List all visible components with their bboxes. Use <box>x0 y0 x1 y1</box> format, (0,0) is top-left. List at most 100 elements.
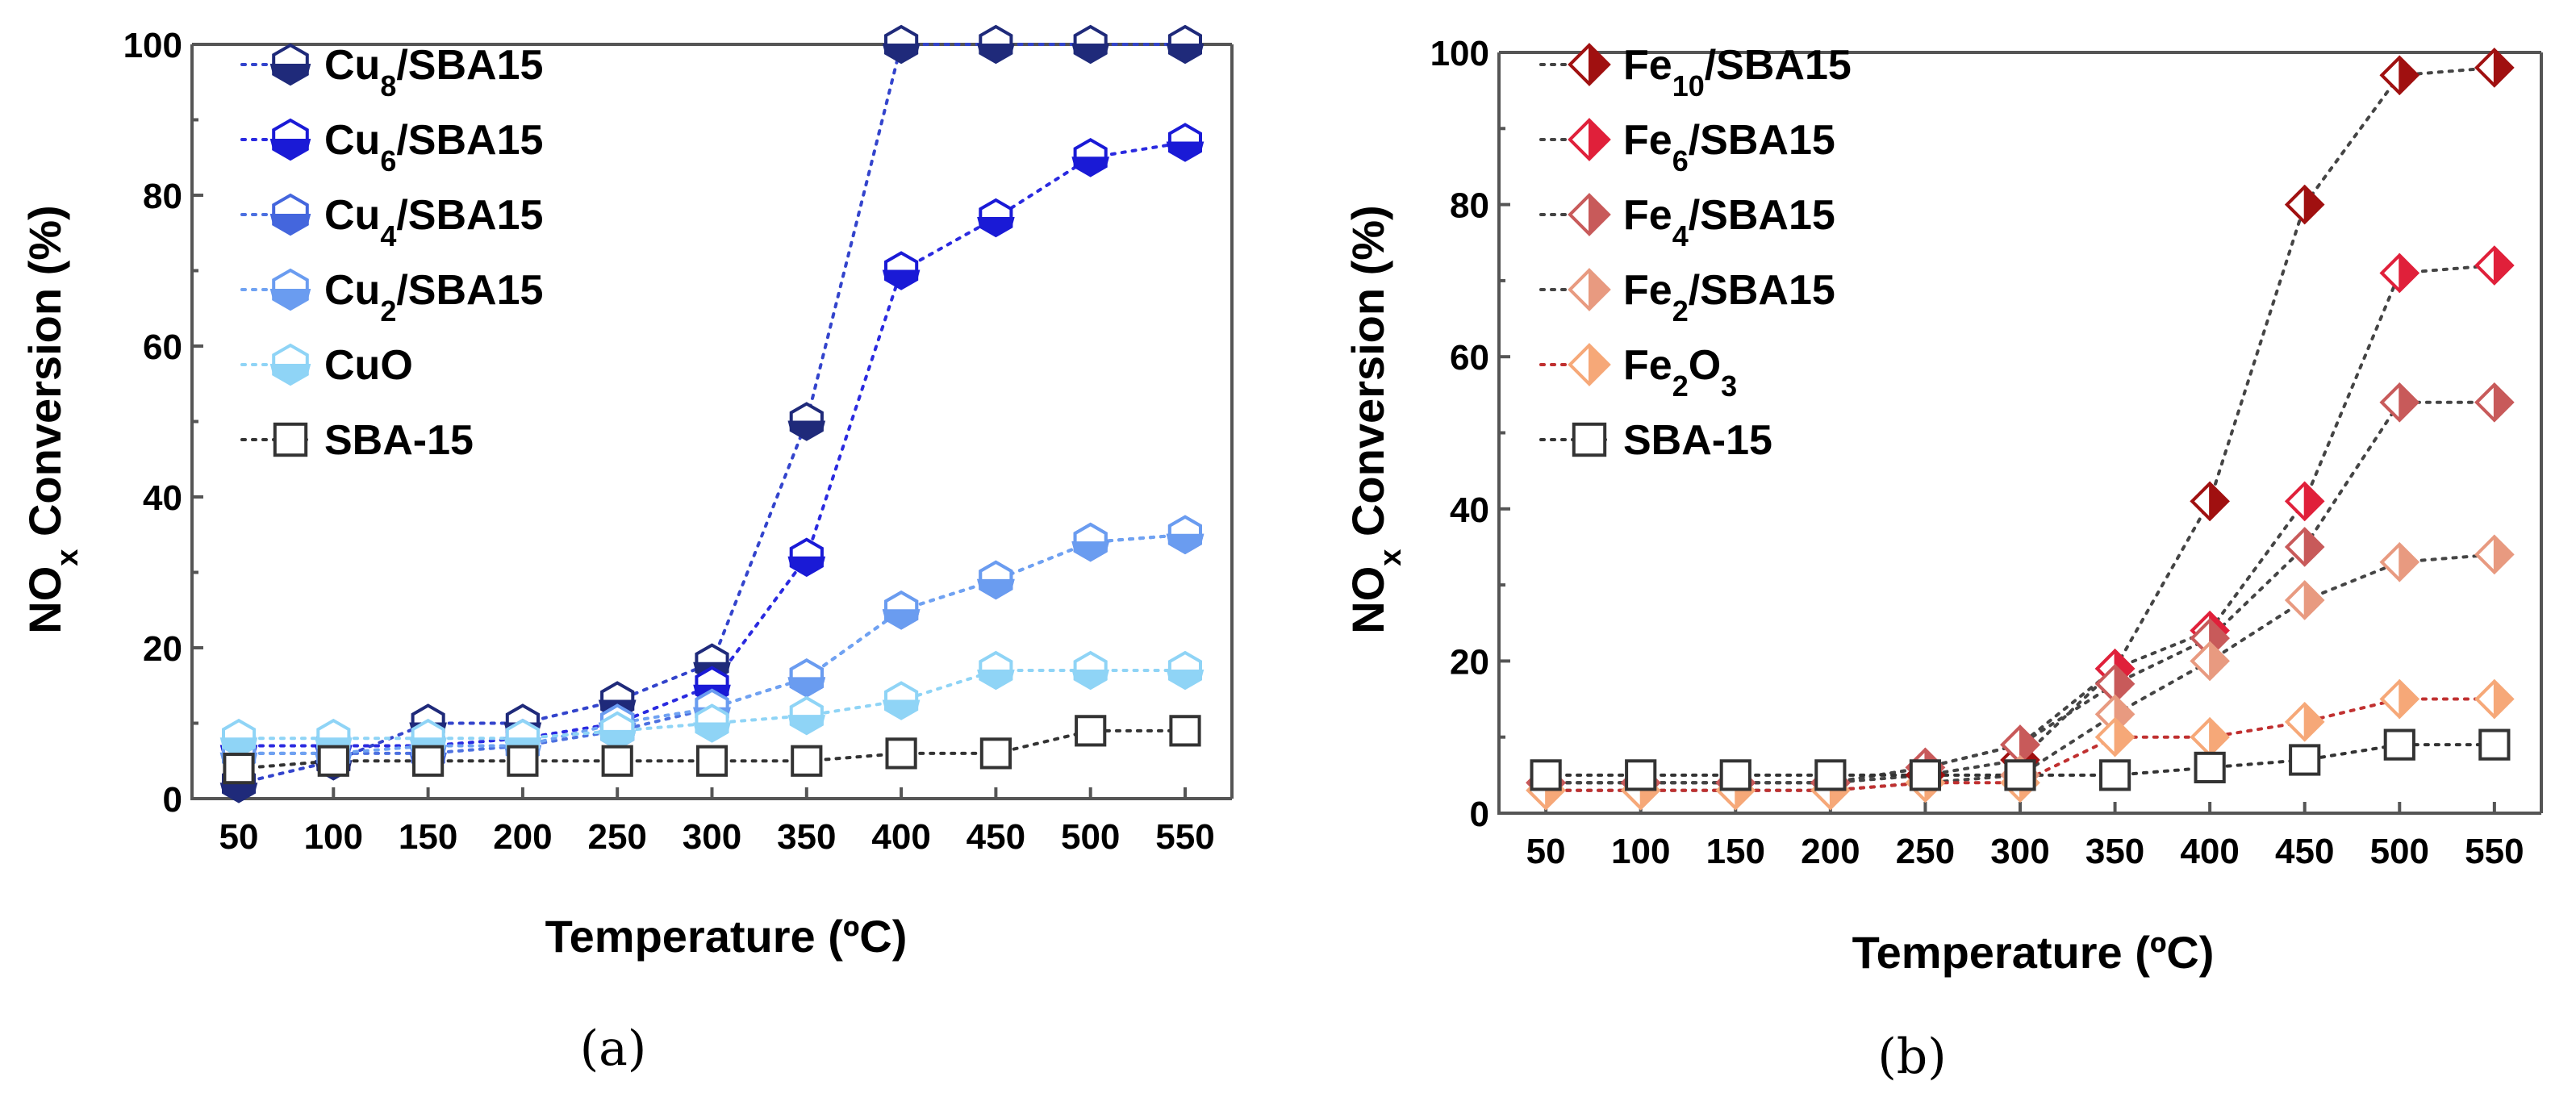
data-point-Cu2/SBA15 <box>882 590 921 630</box>
panel-b-chart: 0 20 40 60 80 100 50 100 150 200 250 300 350 400 450 50… <box>1342 34 2543 1085</box>
data-point-Cu6/SBA15 <box>787 537 826 578</box>
data-point-Fe2O3 <box>2190 716 2230 758</box>
data-point-SBA-15 <box>2478 728 2511 761</box>
data-point-SBA-15 <box>507 745 539 777</box>
data-point-Fe2O3 <box>2379 678 2420 720</box>
x-axis-title: Temperature (ºC) <box>1852 927 2215 978</box>
data-point-SBA-15 <box>2289 744 2321 776</box>
data-point-CuO <box>977 650 1015 691</box>
data-point-CuO <box>787 695 826 736</box>
legend-marker <box>269 43 311 86</box>
data-point-Fe10/SBA15 <box>2190 481 2230 522</box>
x-tick-label: 300 <box>683 817 741 857</box>
data-point-SBA-15 <box>317 745 349 777</box>
data-point-Fe2/SBA15 <box>2474 534 2515 575</box>
legend-marker <box>1568 193 1611 236</box>
data-point-SBA-15 <box>1530 759 1562 791</box>
y-tick-label: 100 <box>1430 34 1489 73</box>
data-point-SBA-15 <box>791 745 823 777</box>
data-point-Fe10/SBA15 <box>2284 184 2325 225</box>
y-tick-label: 20 <box>1450 642 1489 682</box>
data-point-Fe2O3 <box>2094 716 2136 758</box>
y-tick-label: 60 <box>143 328 182 367</box>
data-point-Cu6/SBA15 <box>882 251 921 290</box>
panel-label: (a) <box>580 1020 647 1077</box>
legend-marker <box>269 193 311 236</box>
y-tick-label: 80 <box>143 177 182 216</box>
data-point-CuO <box>1071 650 1110 691</box>
data-point-SBA-15 <box>1169 715 1201 747</box>
data-point-CuO <box>219 718 258 758</box>
data-point-Fe6/SBA15 <box>2379 253 2420 294</box>
data-point-SBA-15 <box>1625 759 1657 791</box>
data-point-SBA-15 <box>1719 759 1751 791</box>
data-point-CuO <box>882 681 921 720</box>
x-tick-label: 150 <box>399 817 457 857</box>
data-point-CuO <box>598 711 637 751</box>
data-point-SBA-15 <box>1909 759 1942 791</box>
data-point-Fe2/SBA15 <box>2190 641 2230 682</box>
data-point-Cu2/SBA15 <box>1166 515 1204 555</box>
legend-label: Cu2/SBA15 <box>324 267 543 328</box>
data-point-Fe10/SBA15 <box>2379 55 2420 96</box>
y-tick-label: 40 <box>143 478 182 518</box>
data-point-SBA-15 <box>1075 715 1107 747</box>
data-point-Fe6/SBA15 <box>2284 481 2325 522</box>
data-point-Fe2O3 <box>2474 678 2515 720</box>
legend-label: Fe4/SBA15 <box>1623 192 1835 253</box>
data-point-SBA-15 <box>979 737 1012 770</box>
data-point-Cu8/SBA15 <box>1166 24 1204 65</box>
x-tick-label: 250 <box>1896 832 1955 871</box>
legend-label: Cu6/SBA15 <box>324 117 543 177</box>
x-tick-label: 50 <box>1526 832 1566 871</box>
x-tick-label: 500 <box>2370 832 2429 871</box>
data-point-Cu6/SBA15 <box>1166 123 1204 162</box>
x-tick-label: 450 <box>967 817 1025 857</box>
legend-marker <box>1572 422 1607 457</box>
x-tick-label: 400 <box>871 817 930 857</box>
legend-label: Fe6/SBA15 <box>1623 117 1835 177</box>
legend-label: SBA-15 <box>324 417 474 464</box>
y-axis-title: NOx Conversion (%) <box>19 205 85 633</box>
series-line-Fe4/SBA15 <box>1544 400 2496 785</box>
x-tick-label: 550 <box>2465 832 2524 871</box>
x-tick-label: 100 <box>1611 832 1670 871</box>
series-line-Cu4/SBA15 <box>237 532 1187 755</box>
x-tick-label: 50 <box>219 817 259 857</box>
legend-label: Fe10/SBA15 <box>1623 42 1852 102</box>
y-tick-label: 0 <box>163 780 182 820</box>
data-point-SBA-15 <box>885 737 917 770</box>
legend: Fe10/SBA15 Fe6/SBA15 Fe4/SBA15 Fe2/SBA15 Fe2… <box>1539 42 1852 464</box>
data-point-Cu2/SBA15 <box>787 658 826 698</box>
data-point-Cu8/SBA15 <box>1071 24 1110 65</box>
x-tick-label: 100 <box>304 817 363 857</box>
x-tick-label: 400 <box>2180 832 2239 871</box>
series-line-Cu2/SBA15 <box>237 532 1187 755</box>
x-tick-label: 250 <box>587 817 646 857</box>
y-tick-label: 80 <box>1450 186 1489 226</box>
panel-a-chart: 0 20 40 60 80 100 50 100 150 200 250 300 350 400 450 50… <box>19 24 1234 1077</box>
y-tick-label: 100 <box>123 26 182 65</box>
legend-label: SBA-15 <box>1623 417 1772 464</box>
legend-marker <box>269 343 311 386</box>
data-point-Fe4/SBA15 <box>2190 618 2230 658</box>
legend-marker <box>1568 118 1611 161</box>
legend: Cu8/SBA15 Cu6/SBA15 Cu4/SBA15 Cu2/SBA15 CuO S… <box>240 42 543 464</box>
data-point-SBA-15 <box>223 753 255 785</box>
data-point-SBA-15 <box>2194 751 2226 784</box>
data-point-Cu6/SBA15 <box>1071 137 1110 177</box>
x-tick-label: 350 <box>777 817 836 857</box>
data-point-Cu8/SBA15 <box>787 402 826 441</box>
data-point-Fe6/SBA15 <box>2474 245 2515 286</box>
data-point-SBA-15 <box>695 745 729 777</box>
data-point-CuO <box>693 703 731 743</box>
x-tick-label: 450 <box>2275 832 2334 871</box>
legend-label: Cu8/SBA15 <box>324 42 543 102</box>
y-tick-label: 60 <box>1450 338 1489 378</box>
data-point-Fe2O3 <box>2284 702 2325 742</box>
data-point-SBA-15 <box>412 745 445 777</box>
data-point-Cu8/SBA15 <box>977 24 1015 65</box>
data-point-Cu8/SBA15 <box>882 24 921 65</box>
legend-label: Fe2/SBA15 <box>1623 267 1835 328</box>
